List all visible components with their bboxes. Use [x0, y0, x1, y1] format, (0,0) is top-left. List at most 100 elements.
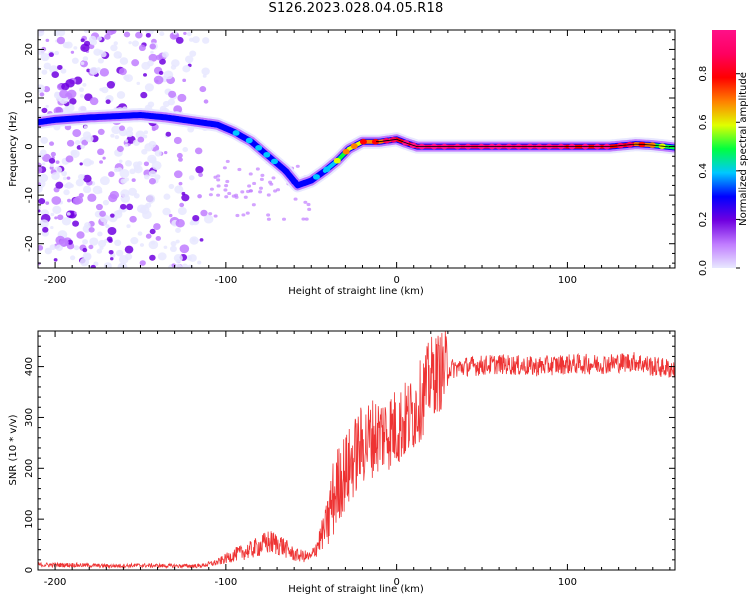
- noise-blob: [59, 89, 69, 99]
- noise-blob: [82, 247, 88, 253]
- snr-ylabel: SNR (10 * v/v): [8, 414, 19, 485]
- y-tick-label: 0: [24, 143, 35, 149]
- noise-blob: [259, 177, 264, 181]
- x-tick-label: 0: [393, 275, 399, 286]
- noise-blob: [83, 125, 88, 129]
- ridge-blob: [282, 168, 290, 175]
- noise-blob: [107, 226, 117, 236]
- noise-blob: [61, 217, 72, 226]
- noise-blob: [209, 187, 214, 191]
- noise-blob: [62, 176, 67, 181]
- noise-blob: [51, 172, 60, 180]
- noise-blob: [97, 148, 105, 156]
- noise-blob: [200, 209, 208, 217]
- noise-blob: [266, 193, 271, 197]
- noise-blob: [153, 75, 164, 85]
- ridge-blob: [190, 118, 198, 125]
- noise-blob: [73, 46, 78, 50]
- noise-blob: [143, 174, 150, 180]
- noise-blob: [159, 31, 165, 37]
- noise-blob: [104, 33, 111, 40]
- noise-blob: [76, 231, 85, 239]
- noise-blob: [170, 64, 177, 70]
- noise-blob: [41, 69, 48, 75]
- y-tick-label: 100: [24, 510, 35, 529]
- noise-blob: [130, 237, 139, 245]
- ridge-blob: [174, 116, 182, 122]
- noise-blob: [84, 222, 91, 229]
- ridge-centerline: [376, 138, 670, 148]
- noise-blob: [67, 239, 74, 245]
- noise-blob: [89, 237, 99, 246]
- noise-blob: [82, 158, 93, 167]
- noise-blob: [80, 38, 85, 43]
- x-tick-label: -200: [44, 577, 67, 588]
- noise-blob: [96, 248, 103, 254]
- noise-blob: [116, 91, 126, 99]
- noise-blob: [216, 193, 221, 197]
- noise-blob: [45, 38, 50, 43]
- noise-blob: [50, 225, 54, 230]
- noise-blob: [202, 74, 207, 78]
- noise-blob: [258, 186, 263, 190]
- noise-blob: [197, 260, 202, 265]
- noise-blob: [38, 205, 41, 210]
- noise-blob: [135, 31, 143, 39]
- noise-blob: [240, 190, 245, 194]
- noise-blob: [79, 162, 83, 166]
- noise-blob: [99, 210, 106, 217]
- noise-blob: [64, 41, 73, 49]
- noise-blob: [148, 53, 158, 62]
- y-tick-label: -10: [24, 187, 35, 203]
- x-tick-label: 100: [558, 275, 577, 286]
- colorbar-tick-label: 0.0: [698, 260, 709, 276]
- ridge-blob: [312, 174, 320, 180]
- noise-blob: [181, 191, 186, 196]
- noise-blob: [72, 197, 81, 205]
- y-tick-label: 400: [24, 357, 35, 376]
- snr-line: [38, 331, 675, 570]
- noise-blob: [118, 125, 126, 131]
- noise-blob: [137, 161, 143, 166]
- noise-blob: [72, 129, 82, 138]
- snr-marks: [38, 331, 675, 570]
- noise-blob: [113, 167, 119, 173]
- ridge-blob: [144, 112, 152, 119]
- noise-blob: [43, 62, 52, 70]
- noise-blob: [82, 82, 87, 87]
- colorbar-label: Normalized spectral amplitude: [738, 72, 749, 226]
- noise-blob: [77, 173, 85, 180]
- ridge-blob: [136, 112, 144, 118]
- noise-blob: [82, 185, 92, 194]
- noise-blob: [114, 135, 120, 140]
- noise-blob: [128, 41, 132, 45]
- noise-blob: [123, 31, 131, 38]
- noise-blob: [119, 168, 130, 178]
- noise-blob: [139, 243, 145, 247]
- noise-blob: [83, 30, 89, 34]
- noise-blob: [163, 151, 168, 155]
- noise-blob: [245, 211, 250, 215]
- noise-blob: [74, 140, 81, 145]
- noise-blob: [83, 253, 92, 261]
- noise-blob: [108, 249, 114, 255]
- noise-blob: [223, 188, 228, 192]
- noise-blob: [192, 36, 200, 44]
- ridge-blob: [300, 180, 308, 186]
- noise-blob: [175, 227, 181, 233]
- noise-blob: [143, 134, 148, 139]
- noise-blob: [48, 157, 56, 164]
- noise-blob: [120, 203, 127, 210]
- noise-blob: [171, 263, 176, 268]
- noise-blob: [271, 176, 276, 180]
- noise-blob: [50, 212, 55, 217]
- noise-blob: [61, 170, 68, 177]
- noise-blob: [175, 239, 180, 244]
- noise-blob: [153, 223, 161, 230]
- noise-blob: [225, 179, 230, 184]
- noise-blob: [99, 68, 110, 77]
- noise-blob: [124, 245, 134, 254]
- ridge-blob: [182, 117, 190, 124]
- noise-blob: [119, 57, 129, 65]
- noise-blob: [168, 90, 177, 98]
